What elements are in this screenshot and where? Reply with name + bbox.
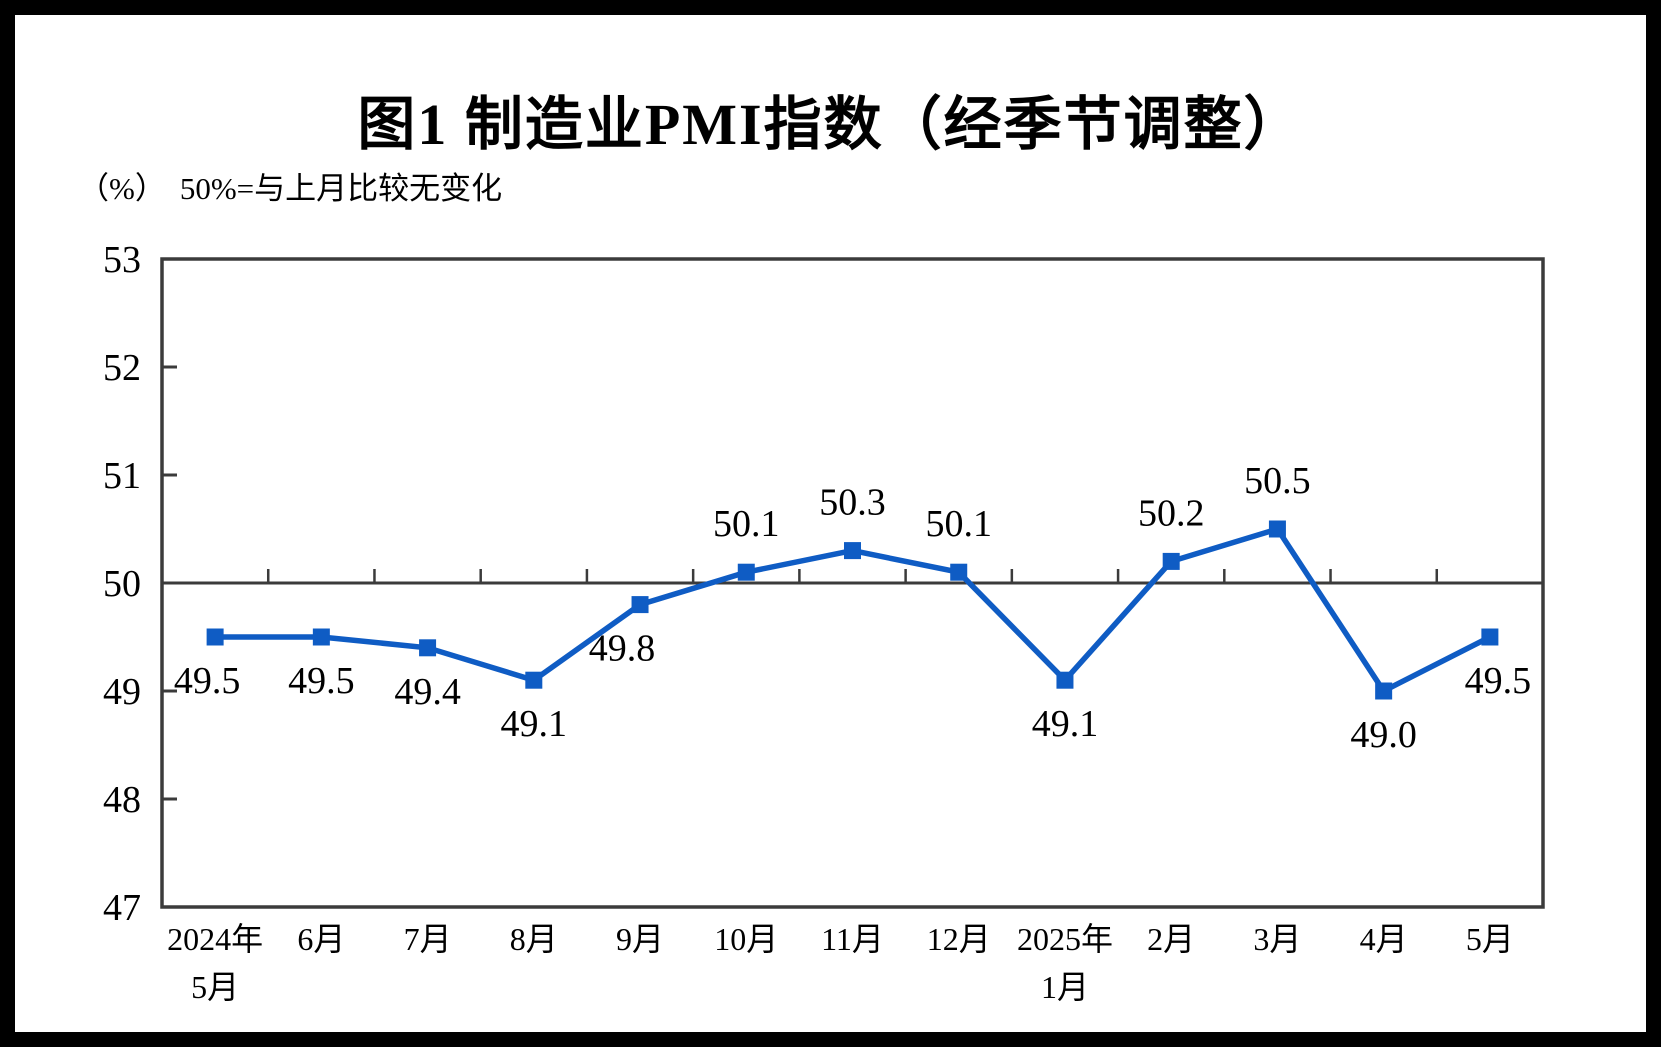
reference-note: 50%=与上月比较无变化 — [179, 171, 503, 206]
y-tick-label-47: 47 — [103, 887, 141, 929]
x-axis-label-0: 2024年 — [167, 921, 263, 957]
x-axis-label-11: 4月 — [1360, 921, 1408, 957]
x-axis-label-8: 2025年 — [1017, 921, 1113, 957]
y-tick-label-53: 53 — [103, 239, 141, 281]
data-point-marker-8 — [1056, 671, 1074, 689]
x-axis-label-0-line2: 5月 — [191, 969, 239, 1005]
y-tick-label-50: 50 — [103, 563, 141, 605]
data-label-7: 50.1 — [925, 503, 992, 545]
data-label-9: 50.2 — [1138, 492, 1205, 534]
data-point-marker-2 — [419, 639, 437, 657]
x-axis-label-3: 8月 — [510, 921, 558, 957]
data-label-4: 49.8 — [589, 628, 656, 670]
data-point-marker-11 — [1375, 682, 1393, 700]
data-label-6: 50.3 — [819, 482, 886, 524]
unit-label: （%） — [78, 171, 166, 206]
data-label-0: 49.5 — [174, 660, 241, 702]
data-point-marker-9 — [1162, 552, 1180, 570]
data-label-10: 50.5 — [1244, 460, 1311, 502]
data-point-marker-1 — [312, 628, 330, 646]
x-axis-label-4: 9月 — [616, 921, 664, 957]
y-tick-label-52: 52 — [103, 347, 141, 389]
x-axis-label-5: 10月 — [714, 921, 778, 957]
x-axis-label-8-line2: 1月 — [1041, 969, 1089, 1005]
data-point-marker-6 — [844, 542, 861, 560]
data-point-marker-0 — [206, 628, 224, 646]
data-point-marker-12 — [1481, 628, 1499, 646]
data-point-marker-5 — [737, 563, 755, 581]
data-label-1: 49.5 — [288, 660, 355, 702]
data-point-marker-10 — [1268, 520, 1286, 538]
chart-title: 图1 制造业PMI指数（经季节调整） — [357, 91, 1304, 157]
data-label-11: 49.0 — [1350, 714, 1417, 756]
x-axis-label-1: 6月 — [297, 921, 345, 957]
x-axis-label-2: 7月 — [404, 921, 452, 957]
x-axis-label-7: 12月 — [927, 921, 991, 957]
y-tick-label-49: 49 — [103, 671, 141, 713]
data-label-2: 49.4 — [394, 671, 461, 713]
chart-subtitle: （%） 50%=与上月比较无变化 — [78, 163, 502, 208]
x-axis-label-6: 11月 — [821, 921, 884, 957]
data-point-marker-7 — [950, 563, 968, 581]
x-axis-label-12: 5月 — [1466, 921, 1514, 957]
data-point-marker-3 — [525, 671, 543, 689]
data-label-12: 49.5 — [1465, 660, 1532, 702]
y-tick-label-51: 51 — [103, 455, 141, 497]
x-axis-label-9: 2月 — [1147, 921, 1195, 957]
x-axis-label-10: 3月 — [1253, 921, 1301, 957]
data-label-5: 50.1 — [713, 503, 780, 545]
data-label-3: 49.1 — [501, 703, 568, 745]
data-label-8: 49.1 — [1032, 703, 1099, 745]
data-point-marker-4 — [631, 596, 649, 614]
y-tick-label-48: 48 — [103, 779, 141, 821]
